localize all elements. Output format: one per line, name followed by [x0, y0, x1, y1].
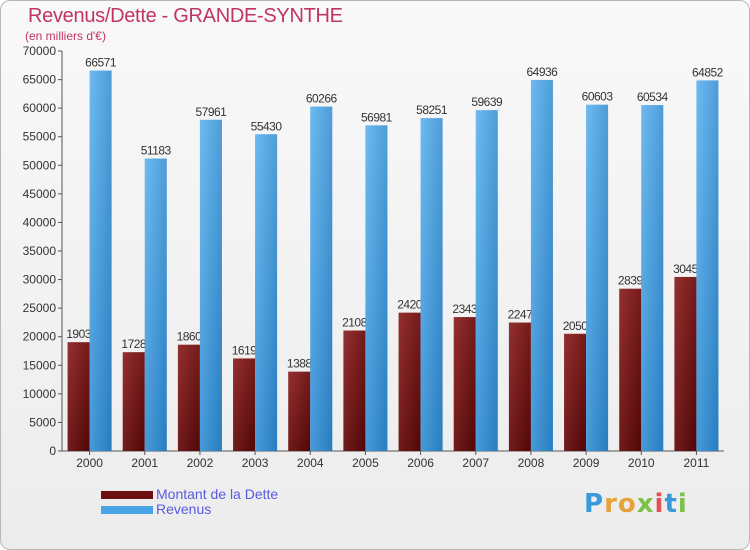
x-tick-label: 2005: [352, 456, 379, 470]
bar-shade-revenus: [255, 134, 278, 451]
data-label-dette: 2247: [508, 308, 534, 322]
data-label-dette: 1728: [121, 337, 147, 351]
bar-shade-revenus: [641, 105, 664, 451]
chart-title: Revenus/Dette - GRANDE-SYNTHE: [28, 5, 343, 27]
data-label-revenus: 59639: [471, 95, 503, 109]
data-label-revenus: 64852: [692, 65, 724, 79]
bar-shade-dette: [619, 288, 642, 451]
y-tick-label: 10000: [23, 387, 57, 401]
x-tick-label: 2008: [518, 456, 545, 470]
data-label-revenus: 64936: [526, 65, 558, 79]
y-tick-label: 15000: [23, 358, 57, 372]
bar-shade-revenus: [420, 118, 443, 451]
bar-shade-revenus: [199, 119, 222, 452]
data-label-dette: 1388: [287, 357, 313, 371]
bar-shade-revenus: [144, 158, 167, 452]
proxiti-logo: Proxiti: [584, 489, 688, 519]
bar-shade-dette: [343, 330, 366, 451]
data-label-revenus: 60534: [637, 90, 669, 104]
bar-shade-dette: [674, 276, 697, 451]
data-label-dette: 2343: [452, 302, 478, 316]
bar-shade-revenus: [310, 106, 333, 451]
x-tick-label: 2004: [297, 456, 324, 470]
y-tick-label: 0: [49, 444, 56, 458]
bar-shade-dette: [288, 371, 311, 451]
logo-letter: P: [584, 489, 605, 519]
data-label-revenus: 60266: [306, 92, 338, 106]
data-label-dette: 2050: [563, 319, 589, 333]
x-tick-label: 2001: [131, 456, 158, 470]
data-label-revenus: 60603: [582, 90, 614, 104]
legend-swatch-dette: [101, 491, 153, 499]
x-tick-label: 2002: [187, 456, 214, 470]
logo-letter: r: [604, 489, 618, 519]
logo-letter: o: [617, 489, 637, 519]
x-tick-label: 2011: [684, 456, 710, 470]
y-tick-label: 65000: [23, 73, 57, 87]
y-tick-label: 30000: [23, 273, 57, 287]
legend-label-dette: Montant de la Dette: [156, 486, 279, 502]
bar-shade-revenus: [530, 79, 553, 452]
y-tick-label: 25000: [23, 301, 57, 315]
data-label-revenus: 56981: [361, 110, 393, 124]
x-tick-label: 2003: [242, 456, 269, 470]
x-tick-label: 2009: [573, 456, 600, 470]
logo-letter: t: [664, 489, 678, 519]
bar-shade-revenus: [89, 70, 112, 451]
data-label-revenus: 66571: [85, 56, 117, 70]
data-label-dette: 2108: [342, 316, 368, 330]
chart-subtitle: (en milliers d'€): [25, 29, 106, 43]
x-tick-label: 2010: [628, 456, 655, 470]
y-tick-label: 35000: [23, 244, 57, 258]
y-tick-label: 70000: [23, 44, 57, 58]
bar-shade-dette: [453, 317, 476, 451]
legend-swatch-revenus: [101, 506, 153, 514]
y-tick-label: 50000: [23, 158, 57, 172]
data-label-dette: 2839: [618, 274, 644, 288]
bar-shade-dette: [122, 352, 145, 451]
logo-letter: i: [654, 489, 665, 519]
bar-shade-dette: [67, 342, 90, 451]
bar-shade-dette: [508, 322, 531, 451]
x-tick-label: 2000: [76, 456, 103, 470]
y-tick-label: 40000: [23, 215, 57, 229]
data-label-revenus: 58251: [416, 103, 448, 117]
y-tick-label: 20000: [23, 330, 57, 344]
data-label-dette: 2420: [397, 298, 423, 312]
logo-letter: x: [636, 489, 655, 519]
bar-shade-dette: [564, 333, 587, 451]
data-label-revenus: 51183: [141, 144, 172, 158]
data-label-dette: 1860: [177, 330, 203, 344]
x-tick-label: 2007: [462, 456, 489, 470]
data-label-dette: 1619: [232, 343, 258, 357]
bar-shade-dette: [398, 312, 421, 451]
y-tick-label: 45000: [23, 187, 57, 201]
bar-shade-revenus: [475, 110, 498, 451]
data-label-revenus: 57961: [195, 105, 227, 119]
y-tick-label: 55000: [23, 130, 57, 144]
data-label-dette: 3045: [673, 262, 699, 276]
bar-shade-dette: [177, 344, 200, 451]
bar-shade-revenus: [696, 80, 719, 451]
bar-shade-dette: [233, 358, 256, 451]
y-tick-label: 60000: [23, 101, 57, 115]
y-tick-label: 5000: [29, 415, 56, 429]
x-tick-label: 2006: [407, 456, 434, 470]
legend-label-revenus: Revenus: [156, 501, 212, 517]
bar-shade-revenus: [586, 104, 609, 451]
data-label-revenus: 55430: [251, 119, 283, 133]
bar-shade-revenus: [365, 125, 388, 451]
data-label-dette: 1903: [66, 327, 92, 341]
logo-letter: i: [677, 489, 688, 519]
